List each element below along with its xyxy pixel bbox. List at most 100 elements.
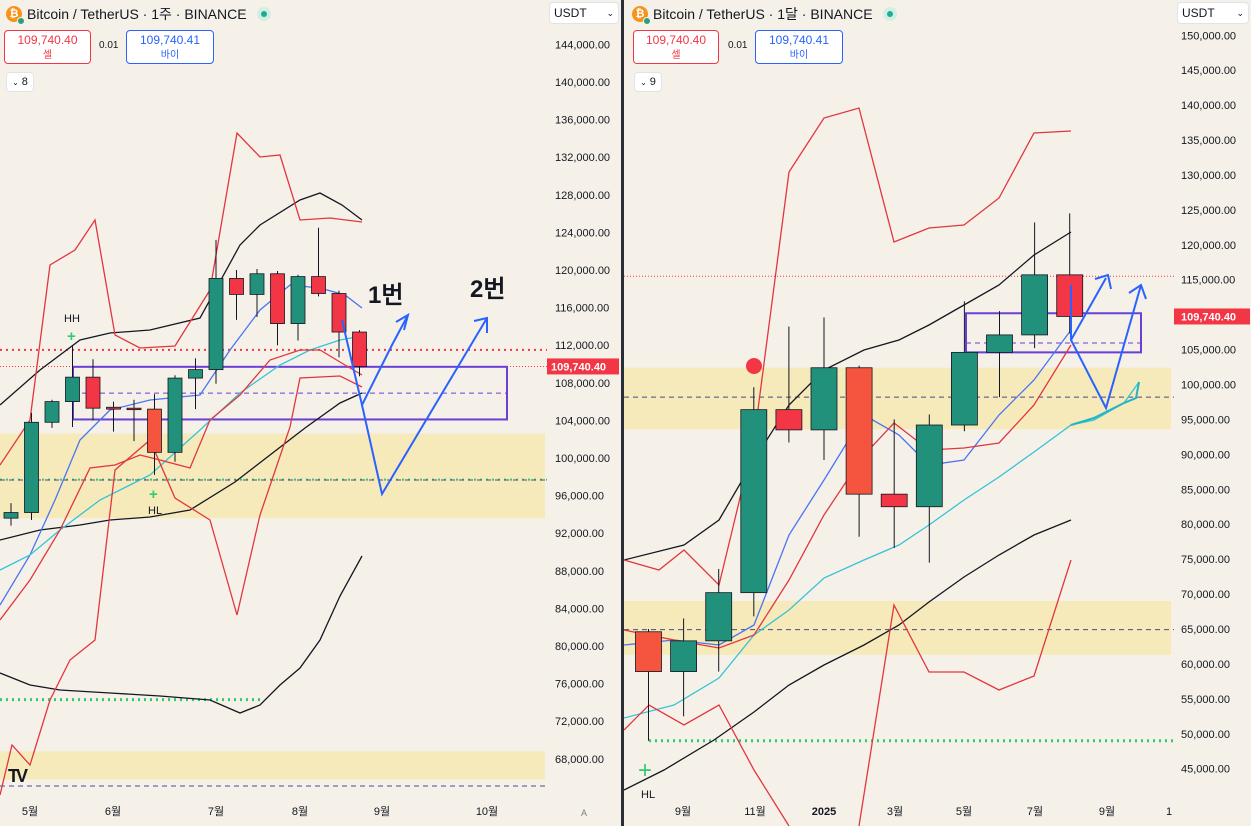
chevron-down-icon: ⌄ bbox=[12, 77, 19, 87]
price-tick-label: 136,000.00 bbox=[555, 115, 610, 127]
buy-price: 109,740.41 bbox=[768, 33, 830, 47]
spread-value: 0.01 bbox=[728, 40, 748, 51]
price-tick-label: 60,000.00 bbox=[1181, 659, 1230, 671]
candle-body bbox=[880, 493, 908, 508]
price-tick-label: 80,000.00 bbox=[1181, 519, 1230, 531]
symbol-title: Bitcoin / TetherUS · 1주 · BINANCE bbox=[27, 6, 247, 22]
ma-upper-line bbox=[0, 192, 363, 406]
time-tick-label: 6월 bbox=[105, 805, 121, 818]
candle-body bbox=[986, 334, 1013, 353]
ema-slow-line bbox=[0, 335, 363, 571]
scenario-1-arrow bbox=[341, 314, 409, 408]
bitcoin-icon: ₿ bbox=[6, 6, 25, 25]
monthly-chart-canvas[interactable]: + HL 45,000.00 50,000.00 55,000.00 60,000.00 6… bbox=[624, 0, 1251, 826]
candle-body bbox=[670, 640, 697, 672]
bollinger-lower-line bbox=[858, 559, 1072, 826]
candle-body bbox=[915, 424, 943, 508]
bollinger-lower-line bbox=[624, 704, 790, 826]
candle-body bbox=[106, 406, 121, 410]
arrowhead bbox=[395, 312, 410, 331]
price-tick-label: 92,000.00 bbox=[555, 528, 604, 540]
projected-ema-line bbox=[1070, 381, 1140, 426]
currency-label: USDT bbox=[1182, 6, 1215, 20]
buy-label: 바이 bbox=[789, 50, 809, 61]
price-axis bbox=[547, 0, 621, 826]
tradingview-logo[interactable]: TV bbox=[8, 766, 28, 786]
time-tick-label: 1 bbox=[1166, 806, 1172, 818]
price-tick-label: 128,000.00 bbox=[555, 190, 610, 202]
weekly-chart-pane[interactable]: 1번 2번 HH + + HL 68,000.00 72,000.00 76,000.00 80,… bbox=[0, 0, 621, 826]
symbol-title: Bitcoin / TetherUS · 1달 · BINANCE bbox=[653, 6, 873, 22]
chevron-down-icon: ⌄ bbox=[1236, 7, 1244, 18]
currency-select[interactable]: USDT ⌄ bbox=[1177, 2, 1249, 24]
candle-body bbox=[65, 376, 80, 403]
candle-body bbox=[705, 592, 733, 642]
price-tick-label: 150,000.00 bbox=[1181, 30, 1236, 42]
ma-lower-line bbox=[624, 519, 1072, 791]
time-tick-label: 9월 bbox=[675, 805, 691, 818]
pane-divider[interactable] bbox=[621, 0, 624, 826]
time-tick-label: 2025 bbox=[812, 806, 836, 818]
price-tick-label: 120,000.00 bbox=[1181, 240, 1236, 252]
sell-price: 109,740.40 bbox=[17, 33, 78, 47]
price-tick-label: 96,000.00 bbox=[555, 491, 604, 503]
buy-button[interactable]: 109,740.41 바이 bbox=[755, 30, 843, 64]
buy-label: 바이 bbox=[160, 50, 180, 61]
price-tick-label: 55,000.00 bbox=[1181, 694, 1230, 706]
price-tick-label: 85,000.00 bbox=[1181, 484, 1230, 496]
candle-body bbox=[311, 276, 326, 294]
symbol-header[interactable]: ₿ Bitcoin / TetherUS · 1주 · BINANCE bbox=[6, 4, 271, 25]
market-open-icon bbox=[882, 7, 897, 21]
scenario-1-label: 1번 bbox=[368, 282, 403, 309]
spread-value: 0.01 bbox=[99, 40, 119, 51]
auto-scale-button[interactable]: A bbox=[581, 808, 588, 818]
arrowhead bbox=[1128, 283, 1147, 300]
price-tick-label: 135,000.00 bbox=[1181, 135, 1236, 147]
last-price-tag bbox=[547, 358, 619, 375]
sell-button[interactable]: 109,740.40 셀 bbox=[4, 30, 91, 64]
sell-button[interactable]: 109,740.40 셀 bbox=[633, 30, 719, 64]
monthly-chart-pane[interactable]: + HL 45,000.00 50,000.00 55,000.00 60,000.00 6… bbox=[624, 0, 1251, 826]
ma-upper-line bbox=[624, 231, 1072, 561]
swing-plus-icon: + bbox=[67, 328, 76, 345]
buy-button[interactable]: 109,740.41 바이 bbox=[126, 30, 214, 64]
swing-plus-icon: + bbox=[638, 757, 652, 784]
price-tick-label: 130,000.00 bbox=[1181, 170, 1236, 182]
price-tick-label: 100,000.00 bbox=[1181, 380, 1236, 392]
buy-price: 109,740.41 bbox=[139, 33, 201, 47]
price-tick-label: 132,000.00 bbox=[555, 152, 610, 164]
last-price-tag-label: 109,740.40 bbox=[1181, 311, 1236, 323]
price-tick-label: 70,000.00 bbox=[1181, 589, 1230, 601]
bollinger-mid-line bbox=[0, 349, 363, 621]
time-tick-label: 5월 bbox=[22, 805, 38, 818]
support-zone bbox=[0, 751, 545, 780]
symbol-header[interactable]: ₿ Bitcoin / TetherUS · 1달 · BINANCE bbox=[632, 4, 897, 25]
candle-body bbox=[290, 276, 306, 324]
price-tick-label: 115,000.00 bbox=[1181, 275, 1235, 287]
candle-body bbox=[270, 273, 285, 324]
last-price-tag-label: 109,740.40 bbox=[551, 361, 606, 373]
chevron-down-icon: ⌄ bbox=[606, 7, 614, 18]
swing-low-label: HL bbox=[148, 505, 162, 517]
price-tick-label: 45,000.00 bbox=[1181, 764, 1230, 776]
currency-label: USDT bbox=[554, 6, 587, 20]
price-tick-label: 50,000.00 bbox=[1181, 729, 1230, 741]
price-tick-label: 144,000.00 bbox=[555, 39, 610, 51]
currency-select[interactable]: USDT ⌄ bbox=[549, 2, 619, 24]
time-tick-label: 7월 bbox=[208, 805, 224, 818]
candle-body bbox=[3, 512, 19, 519]
sell-label: 셀 bbox=[671, 50, 681, 61]
indicators-toggle[interactable]: ⌄ 8 bbox=[6, 72, 34, 92]
weekly-chart-canvas[interactable]: 1번 2번 HH + + HL 68,000.00 72,000.00 76,000.00 80,… bbox=[0, 0, 621, 826]
bollinger-lower-line bbox=[0, 375, 363, 796]
indicators-count: 8 bbox=[21, 76, 28, 88]
indicators-toggle[interactable]: ⌄ 9 bbox=[634, 72, 662, 92]
candle-body bbox=[85, 376, 101, 409]
candle-body bbox=[24, 421, 39, 513]
price-tick-label: 120,000.00 bbox=[555, 265, 610, 277]
indicators-count: 9 bbox=[649, 76, 656, 88]
time-tick-label: 7월 bbox=[1027, 805, 1043, 818]
price-tick-label: 75,000.00 bbox=[1181, 554, 1230, 566]
price-tick-label: 90,000.00 bbox=[1181, 449, 1230, 461]
